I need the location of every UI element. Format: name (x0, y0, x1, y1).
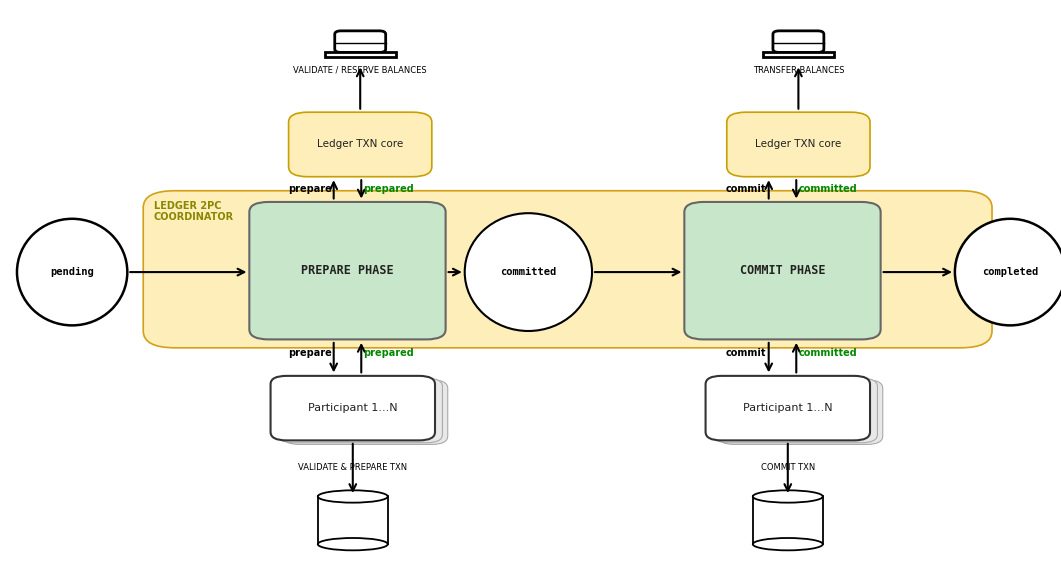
Text: completed: completed (981, 267, 1039, 277)
Text: COMMIT TXN: COMMIT TXN (761, 463, 815, 472)
Bar (318, 496, 388, 544)
Bar (763, 53, 834, 57)
FancyBboxPatch shape (335, 31, 386, 53)
Bar (790, 53, 806, 57)
FancyBboxPatch shape (278, 378, 442, 443)
Text: committed: committed (500, 267, 557, 277)
Text: LEDGER 2PC
COORDINATOR: LEDGER 2PC COORDINATOR (154, 201, 234, 223)
Text: prepared: prepared (363, 183, 414, 194)
Text: commit: commit (726, 183, 766, 194)
Ellipse shape (465, 213, 592, 331)
Ellipse shape (753, 538, 823, 550)
Ellipse shape (753, 490, 823, 503)
Text: prepare: prepare (288, 348, 331, 358)
Text: Ledger TXN core: Ledger TXN core (317, 140, 403, 149)
FancyBboxPatch shape (283, 380, 448, 444)
FancyBboxPatch shape (713, 378, 877, 443)
FancyBboxPatch shape (143, 191, 992, 348)
Ellipse shape (318, 490, 388, 503)
Text: committed: committed (799, 183, 857, 194)
Text: PREPARE PHASE: PREPARE PHASE (301, 264, 394, 277)
Text: committed: committed (799, 348, 857, 358)
Text: VALIDATE & PREPARE TXN: VALIDATE & PREPARE TXN (298, 463, 407, 472)
FancyBboxPatch shape (289, 112, 432, 177)
FancyBboxPatch shape (684, 202, 881, 339)
Ellipse shape (955, 219, 1061, 325)
FancyBboxPatch shape (718, 380, 883, 444)
Ellipse shape (17, 219, 127, 325)
Text: TRANSFER BALANCES: TRANSFER BALANCES (752, 66, 845, 75)
FancyBboxPatch shape (706, 376, 870, 440)
FancyBboxPatch shape (727, 112, 870, 177)
Bar (753, 496, 823, 544)
Text: Participant 1...N: Participant 1...N (308, 403, 398, 413)
FancyBboxPatch shape (772, 31, 824, 53)
Text: VALIDATE / RESERVE BALANCES: VALIDATE / RESERVE BALANCES (294, 66, 427, 75)
Ellipse shape (318, 538, 388, 550)
Text: Ledger TXN core: Ledger TXN core (755, 140, 841, 149)
FancyBboxPatch shape (249, 202, 446, 339)
Text: commit: commit (726, 348, 766, 358)
FancyBboxPatch shape (271, 376, 435, 440)
Text: COMMIT PHASE: COMMIT PHASE (740, 264, 825, 277)
Text: prepare: prepare (288, 183, 331, 194)
Bar (352, 53, 368, 57)
Text: Participant 1...N: Participant 1...N (743, 403, 833, 413)
Text: pending: pending (50, 267, 94, 277)
Bar (325, 53, 396, 57)
Text: prepared: prepared (363, 348, 414, 358)
